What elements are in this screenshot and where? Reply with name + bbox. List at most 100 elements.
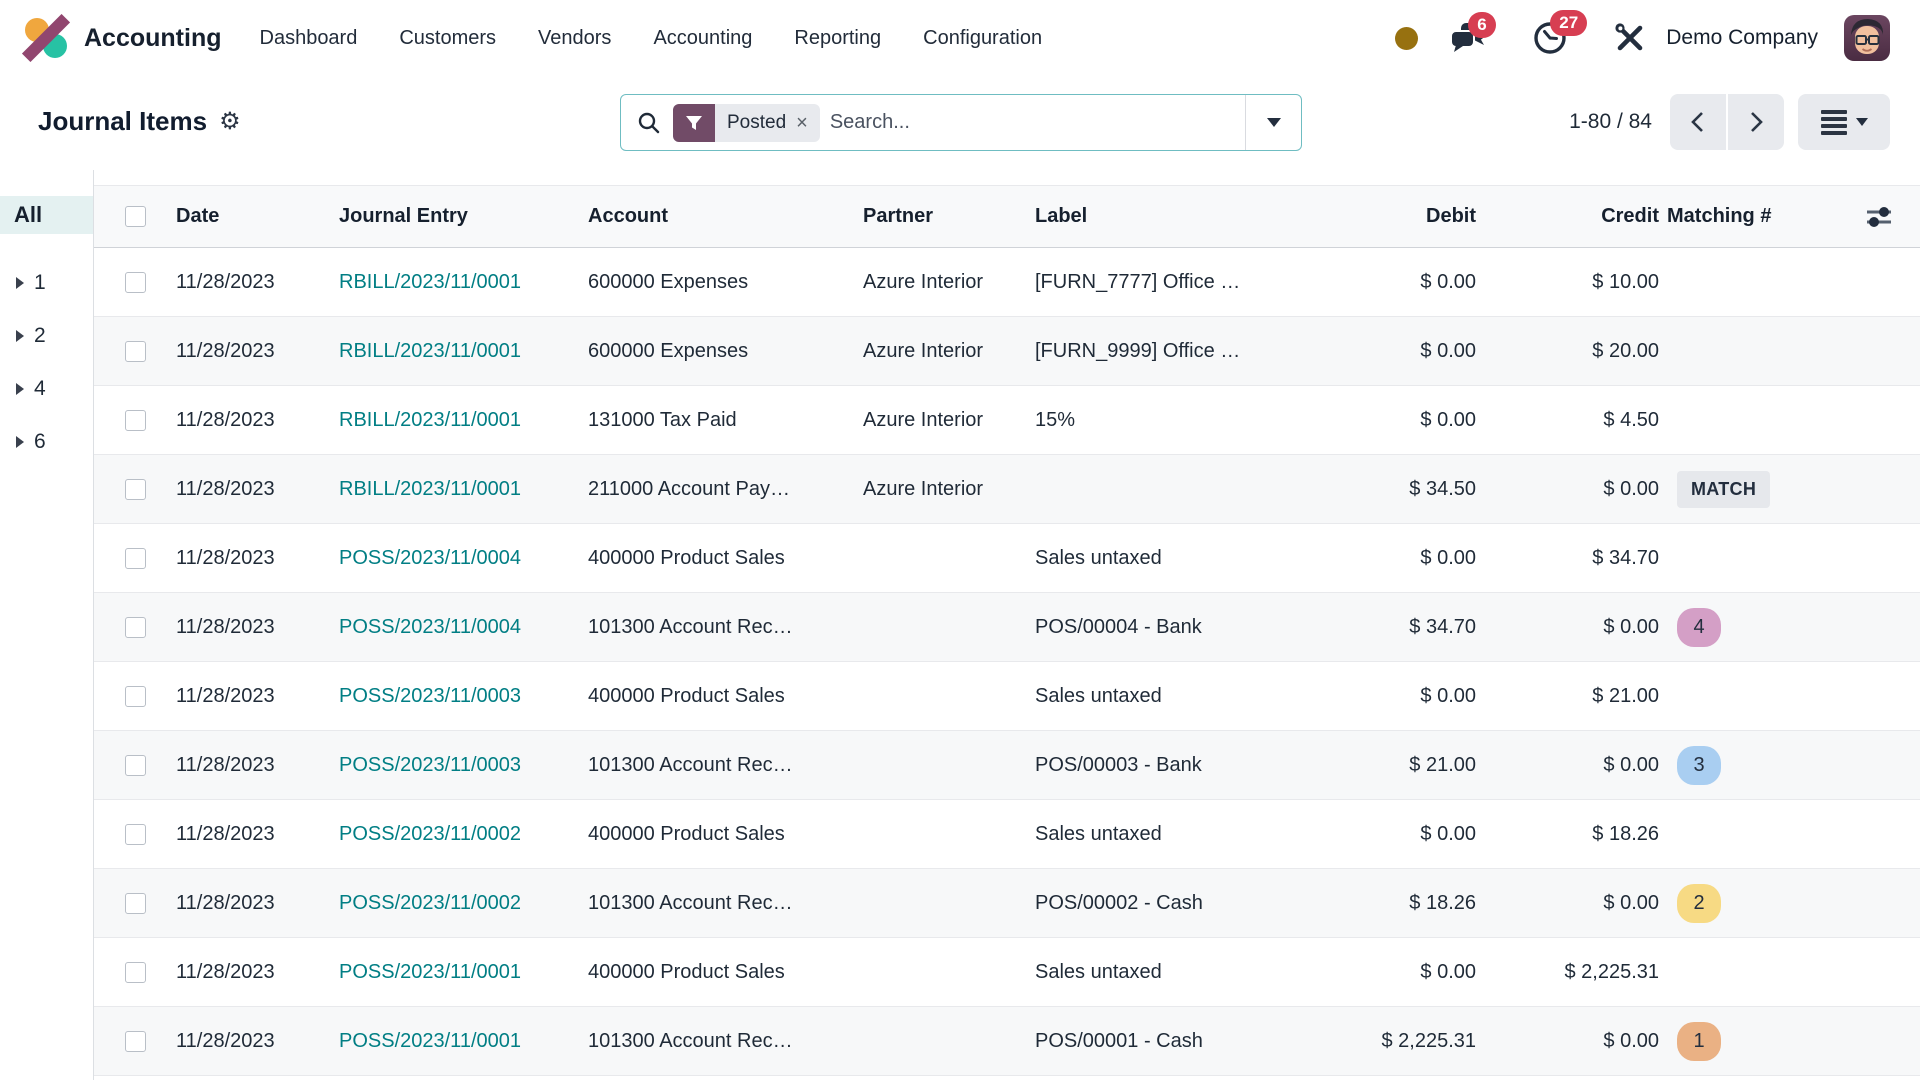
search-dropdown-toggle[interactable] bbox=[1245, 95, 1301, 150]
row-checkbox[interactable] bbox=[125, 547, 146, 569]
pager-next-button[interactable] bbox=[1728, 94, 1784, 150]
row-checkbox[interactable] bbox=[125, 616, 146, 638]
view-switcher-button[interactable] bbox=[1798, 94, 1890, 150]
table-row[interactable]: 11/28/2023 POSS/2023/11/0004 101300 Acco… bbox=[94, 593, 1920, 662]
cell-label: Sales untaxed bbox=[1035, 960, 1162, 983]
journal-entry-link[interactable]: POSS/2023/11/0001 bbox=[339, 960, 521, 983]
activities-button[interactable]: 27 bbox=[1532, 10, 1588, 56]
journal-entry-link[interactable]: POSS/2023/11/0001 bbox=[339, 1029, 521, 1052]
journal-entry-link[interactable]: RBILL/2023/11/0001 bbox=[339, 408, 522, 431]
journal-entry-link[interactable]: RBILL/2023/11/0001 bbox=[339, 339, 522, 362]
cell-partner: Azure Interior bbox=[863, 339, 984, 362]
journal-entry-link[interactable]: POSS/2023/11/0003 bbox=[339, 753, 521, 776]
search-input[interactable] bbox=[819, 111, 1245, 134]
chevron-down-icon bbox=[1855, 118, 1868, 126]
cell-debit: $ 0.00 bbox=[1420, 339, 1476, 362]
row-checkbox[interactable] bbox=[125, 823, 146, 845]
cell-date: 11/28/2023 bbox=[176, 615, 275, 638]
row-checkbox[interactable] bbox=[125, 271, 146, 293]
row-checkbox[interactable] bbox=[125, 1030, 146, 1052]
table-row[interactable]: 11/28/2023 RBILL/2023/11/0001 211000 Acc… bbox=[94, 455, 1920, 524]
messages-button[interactable]: 6 bbox=[1450, 12, 1496, 54]
sidebar-group-item[interactable]: 1 bbox=[0, 256, 93, 309]
row-checkbox[interactable] bbox=[125, 340, 146, 362]
chevron-down-icon bbox=[1266, 118, 1281, 127]
journal-entry-link[interactable]: POSS/2023/11/0004 bbox=[339, 615, 521, 638]
table-row[interactable]: 11/28/2023 RBILL/2023/11/0001 600000 Exp… bbox=[94, 317, 1920, 386]
company-switcher[interactable]: Demo Company bbox=[1666, 26, 1818, 49]
column-header-credit[interactable]: Credit bbox=[1601, 205, 1659, 227]
matching-badge[interactable]: 1 bbox=[1677, 1021, 1721, 1061]
table-row[interactable]: 11/28/2023 POSS/2023/11/0001 101300 Acco… bbox=[94, 1007, 1920, 1076]
nav-menu-item-configuration[interactable]: Configuration bbox=[923, 26, 1043, 49]
app-brand[interactable]: Accounting bbox=[22, 14, 222, 62]
nav-menu-item-accounting[interactable]: Accounting bbox=[653, 26, 753, 49]
filter-remove-icon[interactable]: × bbox=[796, 111, 808, 134]
table-row[interactable]: 11/28/2023 POSS/2023/11/0001 400000 Prod… bbox=[94, 938, 1920, 1007]
row-checkbox[interactable] bbox=[125, 685, 146, 707]
caret-right-icon bbox=[16, 382, 24, 395]
cell-credit: $ 0.00 bbox=[1603, 753, 1659, 776]
column-header-date[interactable]: Date bbox=[176, 205, 220, 227]
journal-entry-link[interactable]: POSS/2023/11/0002 bbox=[339, 822, 521, 845]
sidebar-group-label: 1 bbox=[34, 270, 46, 294]
table-row[interactable]: 11/28/2023 POSS/2023/11/0002 400000 Prod… bbox=[94, 800, 1920, 869]
table-row[interactable]: 11/28/2023 RBILL/2023/11/0001 131000 Tax… bbox=[94, 386, 1920, 455]
journal-entry-link[interactable]: POSS/2023/11/0002 bbox=[339, 891, 521, 914]
column-header-debit[interactable]: Debit bbox=[1426, 205, 1476, 227]
cell-credit: $ 2,225.31 bbox=[1564, 960, 1659, 983]
column-header-label[interactable]: Label bbox=[1035, 205, 1088, 227]
row-checkbox[interactable] bbox=[125, 961, 146, 983]
nav-menu-item-customers[interactable]: Customers bbox=[399, 26, 497, 49]
column-header-matching[interactable]: Matching # bbox=[1667, 205, 1772, 227]
presence-status-dot[interactable] bbox=[1395, 26, 1419, 50]
table-row[interactable]: 11/28/2023 POSS/2023/11/0003 101300 Acco… bbox=[94, 731, 1920, 800]
column-header-account[interactable]: Account bbox=[588, 205, 668, 227]
cell-matching: 4 bbox=[1667, 607, 1844, 647]
matching-badge[interactable]: 3 bbox=[1677, 745, 1721, 785]
row-checkbox[interactable] bbox=[125, 892, 146, 914]
cell-debit: $ 0.00 bbox=[1420, 546, 1476, 569]
optional-columns-button[interactable] bbox=[1844, 204, 1920, 230]
journal-entry-link[interactable]: RBILL/2023/11/0001 bbox=[339, 270, 522, 293]
cell-matching: MATCH bbox=[1667, 470, 1844, 508]
matching-badge[interactable]: 4 bbox=[1677, 607, 1721, 647]
cell-account: 600000 Expenses bbox=[588, 339, 749, 362]
table-row[interactable]: 11/28/2023 POSS/2023/11/0003 400000 Prod… bbox=[94, 662, 1920, 731]
row-checkbox[interactable] bbox=[125, 409, 146, 431]
action-gear-icon[interactable]: ⚙ bbox=[219, 107, 241, 135]
accounting-app-logo-icon bbox=[22, 14, 70, 62]
table-row[interactable]: 11/28/2023 POSS/2023/11/0004 400000 Prod… bbox=[94, 524, 1920, 593]
cell-credit: $ 20.00 bbox=[1592, 339, 1659, 362]
journal-entry-link[interactable]: RBILL/2023/11/0001 bbox=[339, 477, 522, 500]
nav-menu-item-reporting[interactable]: Reporting bbox=[794, 26, 882, 49]
journal-entry-link[interactable]: POSS/2023/11/0004 bbox=[339, 546, 521, 569]
cell-account: 131000 Tax Paid bbox=[588, 408, 737, 431]
search-bar[interactable]: Posted × bbox=[620, 94, 1302, 151]
debug-tools-button[interactable] bbox=[1614, 22, 1646, 54]
caret-right-icon bbox=[16, 329, 24, 342]
select-all-checkbox[interactable] bbox=[125, 206, 146, 227]
sidebar-group-item[interactable]: 4 bbox=[0, 362, 93, 415]
cell-credit: $ 10.00 bbox=[1592, 270, 1659, 293]
cell-date: 11/28/2023 bbox=[176, 270, 275, 293]
matching-badge[interactable]: MATCH bbox=[1677, 470, 1771, 508]
row-checkbox[interactable] bbox=[125, 754, 146, 776]
sidebar-group-item[interactable]: 6 bbox=[0, 415, 93, 468]
nav-menu-item-dashboard[interactable]: Dashboard bbox=[259, 26, 358, 49]
main-menu: Dashboard Customers Vendors Accounting Repor… bbox=[260, 27, 1043, 50]
user-avatar[interactable] bbox=[1844, 15, 1890, 61]
row-checkbox[interactable] bbox=[125, 478, 146, 500]
cell-label: [FURN_7777] Office … bbox=[1035, 270, 1241, 293]
table-row[interactable]: 11/28/2023 RBILL/2023/11/0001 600000 Exp… bbox=[94, 248, 1920, 317]
sidebar-group-item[interactable]: 2 bbox=[0, 309, 93, 362]
sidebar-group-label: 2 bbox=[34, 323, 46, 347]
matching-badge[interactable]: 2 bbox=[1677, 883, 1721, 923]
column-header-partner[interactable]: Partner bbox=[863, 205, 934, 227]
column-header-journal-entry[interactable]: Journal Entry bbox=[339, 205, 468, 227]
journal-entry-link[interactable]: POSS/2023/11/0003 bbox=[339, 684, 521, 707]
nav-menu-item-vendors[interactable]: Vendors bbox=[538, 26, 612, 49]
sidebar-item-all[interactable]: All bbox=[0, 196, 93, 234]
table-row[interactable]: 11/28/2023 POSS/2023/11/0002 101300 Acco… bbox=[94, 869, 1920, 938]
pager-previous-button[interactable] bbox=[1670, 94, 1726, 150]
